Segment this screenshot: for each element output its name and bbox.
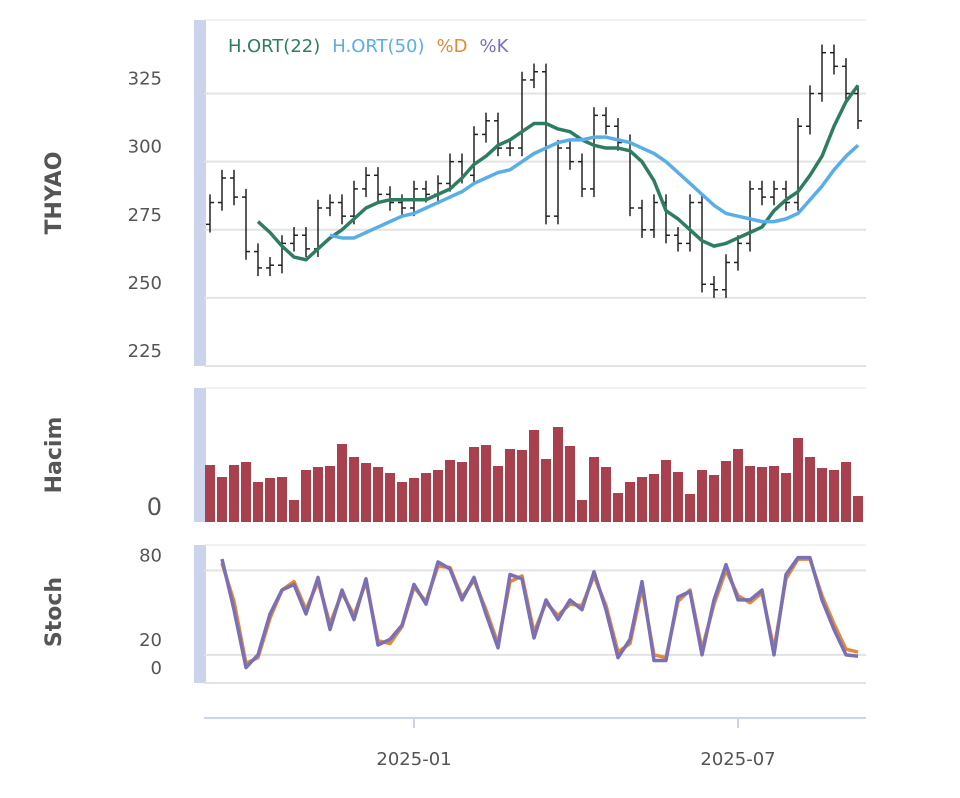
series-line	[329, 135, 860, 240]
bar	[853, 496, 863, 522]
y-tick-label: 225	[128, 341, 162, 362]
bar	[229, 465, 239, 522]
series-line	[256, 84, 860, 262]
bar	[781, 473, 791, 522]
bar	[721, 461, 731, 522]
bar	[421, 473, 431, 522]
bar	[709, 475, 719, 522]
legend-entry: %K	[479, 36, 509, 57]
bar	[793, 438, 803, 522]
y-tick-label: 0	[151, 658, 162, 679]
bar	[841, 462, 851, 522]
bar	[829, 470, 839, 522]
y-tick-label: 80	[139, 545, 162, 566]
y-tick-label: 20	[139, 630, 162, 651]
bar	[325, 466, 335, 522]
bar	[337, 444, 347, 522]
bar	[205, 465, 215, 522]
bar	[277, 477, 287, 522]
y-tick-label: 0	[147, 493, 162, 521]
panel-handle	[194, 388, 206, 522]
bar	[493, 466, 503, 522]
legend-entry: H.ORT(22)	[228, 36, 320, 57]
bar	[577, 500, 587, 522]
bar	[217, 477, 227, 522]
bar	[373, 467, 383, 522]
x-tick-label: 2025-07	[700, 749, 775, 770]
bar	[769, 466, 779, 522]
bar	[805, 457, 815, 522]
bar	[697, 470, 707, 522]
bar	[349, 457, 359, 522]
bar	[469, 447, 479, 522]
panel-handle	[194, 545, 206, 683]
bar	[241, 462, 251, 522]
bar	[757, 467, 767, 522]
bar	[409, 478, 419, 522]
bar	[613, 493, 623, 522]
bar	[301, 470, 311, 522]
bar	[445, 460, 455, 522]
bar	[661, 460, 671, 522]
y-axis-title: THYAO	[42, 152, 67, 235]
x-tick-label: 2025-01	[376, 749, 451, 770]
y-axis-title: Stoch	[42, 577, 67, 647]
bar	[649, 474, 659, 522]
bar	[625, 482, 635, 522]
bar	[733, 449, 743, 522]
legend-entry: H.ORT(50)	[332, 36, 424, 57]
y-axis-title: Hacim	[42, 417, 67, 494]
bar	[529, 430, 539, 522]
bar	[289, 500, 299, 522]
series-line	[220, 557, 859, 666]
series-line	[220, 555, 859, 670]
bar	[553, 427, 563, 522]
bar	[601, 467, 611, 522]
bar	[517, 450, 527, 522]
bar	[637, 477, 647, 522]
legend-entry: %D	[437, 36, 468, 57]
bar	[433, 470, 443, 522]
bar	[397, 482, 407, 522]
bar	[385, 473, 395, 522]
bar	[253, 482, 263, 522]
bar	[361, 463, 371, 522]
bar	[565, 446, 575, 522]
bar	[313, 467, 323, 522]
bar	[817, 468, 827, 522]
bar	[481, 445, 491, 522]
bar	[541, 459, 551, 522]
panel-handle	[194, 20, 206, 366]
bar	[685, 494, 695, 522]
bar	[673, 472, 683, 522]
bar	[505, 449, 515, 522]
bar	[457, 462, 467, 522]
y-tick-label: 250	[128, 273, 162, 294]
bar	[265, 478, 275, 522]
bar	[745, 466, 755, 522]
bar	[589, 457, 599, 522]
y-tick-label: 325	[128, 69, 162, 90]
y-tick-label: 300	[128, 137, 162, 158]
y-tick-label: 275	[128, 205, 162, 226]
